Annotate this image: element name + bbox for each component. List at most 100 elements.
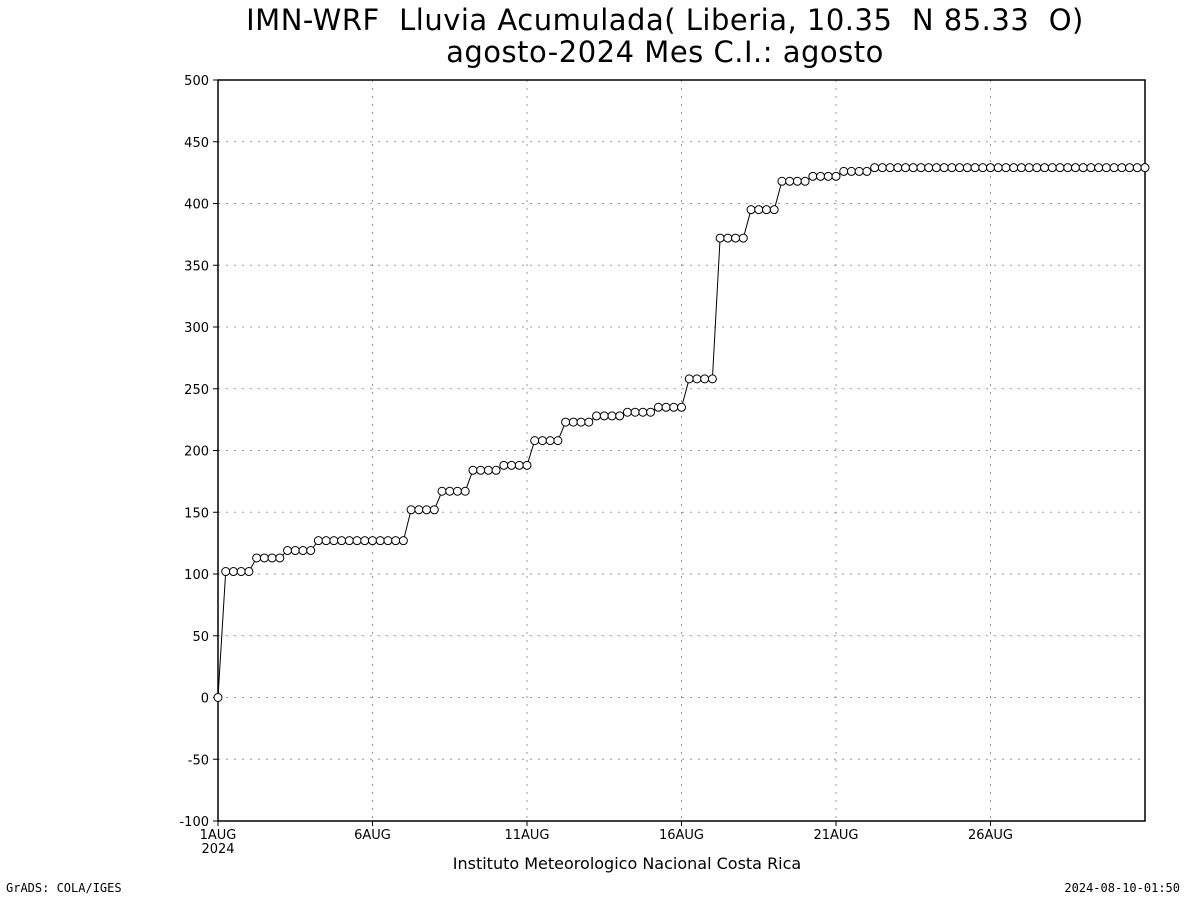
data-point (584, 417, 594, 427)
data-point (962, 163, 972, 173)
data-point (599, 411, 609, 421)
data-point (228, 567, 238, 577)
data-point (553, 436, 563, 446)
data-point (1078, 163, 1088, 173)
data-point (437, 486, 447, 496)
data-point (360, 536, 370, 546)
y-tick-label: 150 (184, 506, 209, 521)
plot-frame (217, 79, 1146, 822)
data-point (692, 374, 702, 384)
x-tick-label: 1AUG (200, 828, 237, 843)
data-point (568, 417, 578, 427)
data-point (939, 163, 949, 173)
data-point (344, 536, 354, 546)
y-tick-label: 450 (184, 136, 209, 151)
data-point (221, 567, 231, 577)
data-point (630, 407, 640, 417)
data-point (592, 411, 602, 421)
data-point (955, 163, 965, 173)
data-point (901, 163, 911, 173)
data-point (283, 546, 293, 556)
chart-subtitle: agosto-2024 Mes C.I.: agosto (446, 35, 884, 69)
data-point (646, 407, 656, 417)
data-point (337, 536, 347, 546)
data-point (375, 536, 385, 546)
data-point (1132, 163, 1142, 173)
data-point (823, 171, 833, 181)
data-point (924, 163, 934, 173)
data-point (908, 163, 918, 173)
data-point (1032, 163, 1042, 173)
data-point (970, 163, 980, 173)
data-point (931, 163, 941, 173)
data-point (1070, 163, 1080, 173)
data-points (213, 163, 1150, 702)
x-tick-label: 26AUG (968, 828, 1013, 843)
data-point (746, 205, 756, 215)
data-point (1055, 163, 1065, 173)
data-point (808, 171, 818, 181)
data-point (244, 567, 254, 577)
data-point (839, 166, 849, 176)
data-point (507, 460, 517, 470)
data-point (1101, 163, 1111, 173)
data-point (777, 176, 787, 186)
data-point (885, 163, 895, 173)
timestamp-label: 2024-08-10-01:50 (1064, 881, 1180, 895)
data-point (715, 233, 725, 243)
data-point (1040, 163, 1050, 173)
data-point (800, 176, 810, 186)
y-tick-label: 0 (201, 692, 209, 707)
y-tick-label: 200 (184, 445, 209, 460)
x-tick-label: 21AUG (813, 828, 858, 843)
data-point (383, 536, 393, 546)
data-point (723, 233, 733, 243)
data-point (846, 166, 856, 176)
y-tick-label: 400 (184, 198, 209, 213)
data-point (259, 553, 269, 563)
data-point (986, 163, 995, 173)
data-point (468, 465, 478, 475)
data-point (290, 546, 300, 556)
data-point (1140, 163, 1150, 173)
data-point (1001, 163, 1011, 173)
data-point (537, 436, 547, 446)
data-point (476, 465, 486, 475)
data-point (615, 411, 625, 421)
data-point (321, 536, 331, 546)
data-point (978, 163, 988, 173)
data-point (329, 536, 339, 546)
data-point (862, 166, 872, 176)
y-axis: -100 -50 0 50 100 150 200 250 300 350 400 450 500 (179, 74, 218, 830)
data-point (406, 505, 416, 515)
x-tick-label: 16AUG (659, 828, 704, 843)
y-tick-label: 300 (184, 321, 209, 336)
y-tick-label: 500 (184, 74, 209, 89)
data-point (445, 486, 455, 496)
data-point (213, 693, 223, 702)
data-point (1016, 163, 1026, 173)
data-point (916, 163, 926, 173)
data-point (267, 553, 277, 563)
data-point (877, 163, 887, 173)
grid-lines (218, 80, 1145, 821)
data-point (561, 417, 571, 427)
data-point (391, 536, 401, 546)
data-point (1109, 163, 1119, 173)
data-point (275, 553, 285, 563)
data-point (530, 436, 540, 446)
data-point (1117, 163, 1127, 173)
data-point (731, 233, 741, 243)
data-point (306, 546, 316, 556)
data-point (761, 205, 771, 215)
data-point (893, 163, 903, 173)
data-point (707, 374, 717, 384)
data-point (236, 567, 246, 577)
footer-institution: Instituto Meteorologico Nacional Costa R… (453, 854, 801, 873)
data-point (252, 553, 262, 563)
data-point (499, 460, 509, 470)
data-point (638, 407, 648, 417)
data-point (870, 163, 880, 173)
x-tick-sublabel: 2024 (201, 842, 234, 857)
data-point (1094, 163, 1104, 173)
